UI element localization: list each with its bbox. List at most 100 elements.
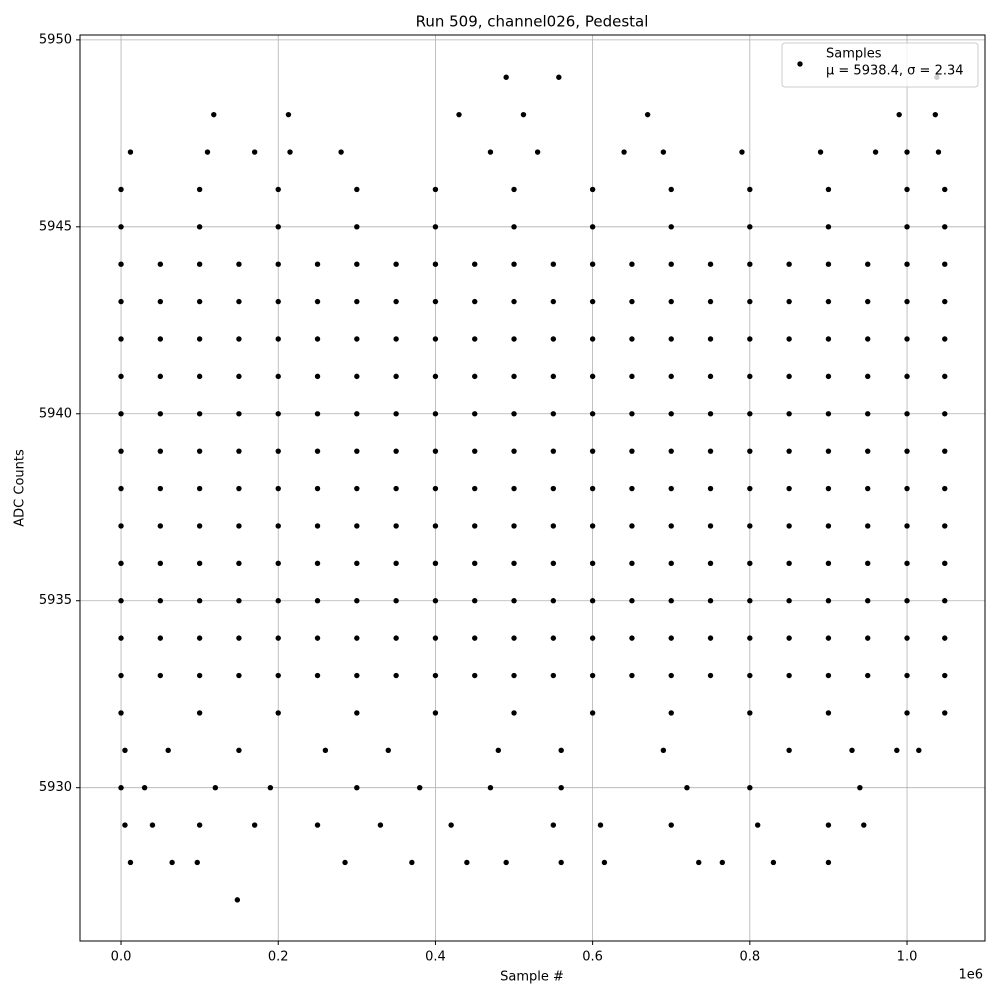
point	[668, 598, 674, 604]
point	[234, 897, 241, 903]
point	[589, 448, 596, 454]
point	[865, 298, 871, 305]
point	[472, 298, 478, 305]
point	[236, 411, 242, 417]
point	[118, 560, 124, 567]
point	[511, 635, 517, 641]
point	[118, 224, 124, 230]
point	[520, 111, 527, 118]
point	[747, 598, 753, 604]
point	[354, 448, 360, 454]
point	[668, 560, 674, 567]
point	[786, 373, 792, 380]
point	[487, 784, 494, 791]
point	[275, 186, 281, 193]
point	[503, 74, 509, 80]
point	[589, 523, 596, 529]
point	[629, 672, 635, 679]
point	[511, 261, 517, 267]
point	[904, 448, 910, 454]
point	[275, 523, 281, 529]
point	[314, 373, 321, 380]
point	[118, 598, 124, 604]
point	[707, 523, 714, 529]
point	[786, 298, 792, 305]
point	[122, 747, 128, 754]
point	[589, 710, 596, 716]
point	[354, 336, 360, 342]
point	[157, 523, 164, 529]
point	[629, 523, 635, 529]
y-tick-label: 5930	[39, 780, 72, 795]
legend-marker	[797, 61, 803, 67]
point	[668, 672, 674, 679]
point	[393, 411, 399, 417]
plot-frame	[79, 34, 986, 942]
legend-box	[781, 42, 979, 88]
point	[904, 523, 910, 529]
point	[196, 560, 203, 567]
point	[942, 598, 948, 604]
point	[354, 298, 360, 305]
point	[472, 672, 478, 679]
point	[786, 672, 792, 679]
point	[196, 822, 203, 828]
point	[558, 747, 564, 754]
point	[747, 523, 753, 529]
point	[354, 784, 360, 791]
point	[194, 859, 200, 866]
point	[393, 672, 399, 679]
point	[942, 710, 948, 716]
point	[432, 186, 439, 193]
point	[118, 672, 124, 679]
point	[342, 859, 348, 866]
point	[589, 261, 596, 267]
point	[314, 822, 321, 828]
point	[511, 224, 517, 230]
point	[393, 336, 399, 342]
point	[196, 448, 203, 454]
point	[916, 747, 922, 754]
y-tick-label: 5935	[39, 593, 72, 608]
point	[157, 373, 164, 380]
point	[432, 336, 439, 342]
point	[621, 149, 627, 155]
point	[118, 448, 124, 454]
point	[747, 710, 753, 716]
point	[825, 672, 832, 679]
point	[354, 710, 360, 716]
point	[825, 710, 832, 716]
point	[127, 859, 134, 866]
point	[212, 784, 219, 791]
point	[589, 560, 596, 567]
point	[825, 336, 832, 342]
point	[157, 298, 164, 305]
point	[629, 598, 635, 604]
point	[904, 186, 910, 193]
point	[141, 784, 148, 791]
point	[393, 261, 399, 267]
x-axis-label: Sample #	[500, 970, 564, 985]
point	[196, 485, 203, 492]
point	[511, 448, 517, 454]
point	[393, 560, 399, 567]
point	[314, 261, 321, 267]
point	[354, 523, 360, 529]
point	[550, 336, 557, 342]
point	[275, 336, 281, 342]
legend-label: Samples	[826, 47, 882, 62]
point	[149, 822, 156, 828]
point	[597, 822, 604, 828]
point	[275, 224, 281, 230]
point	[127, 149, 134, 155]
point	[707, 598, 714, 604]
point	[157, 672, 164, 679]
point	[393, 298, 399, 305]
point	[314, 485, 321, 492]
point	[739, 149, 745, 155]
point	[157, 411, 164, 417]
point	[865, 523, 871, 529]
point	[601, 859, 608, 866]
point	[487, 149, 494, 155]
